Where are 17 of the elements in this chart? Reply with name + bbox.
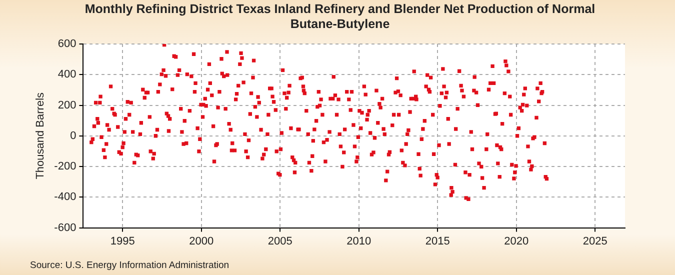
x-tick-label: 1995 [110, 235, 135, 248]
y-tick-label: -200 [54, 160, 76, 173]
y-tick-label: 0 [70, 130, 76, 142]
source-note: Source: U.S. Energy Information Administration [30, 260, 230, 271]
x-tick-label: 2010 [346, 235, 372, 248]
y-tick-label: 600 [58, 38, 76, 50]
y-tick-label: -600 [54, 222, 76, 234]
chart-title: Monthly Refining District Texas Inland Refinery and Blender Net Production of Normal Butane-Butylene [84, 2, 596, 32]
x-tick-label: 2020 [504, 235, 529, 248]
x-tick-label: 2025 [582, 235, 608, 248]
y-tick-label: 400 [58, 68, 76, 81]
y-axis-title: Thousand Barrels [34, 92, 47, 180]
x-tick-label: 2005 [268, 235, 292, 248]
y-tick-label: -400 [54, 191, 76, 204]
x-tick-label: 2015 [425, 235, 450, 248]
x-tick-label: 2000 [189, 235, 214, 248]
y-tick-label: 200 [58, 99, 76, 112]
